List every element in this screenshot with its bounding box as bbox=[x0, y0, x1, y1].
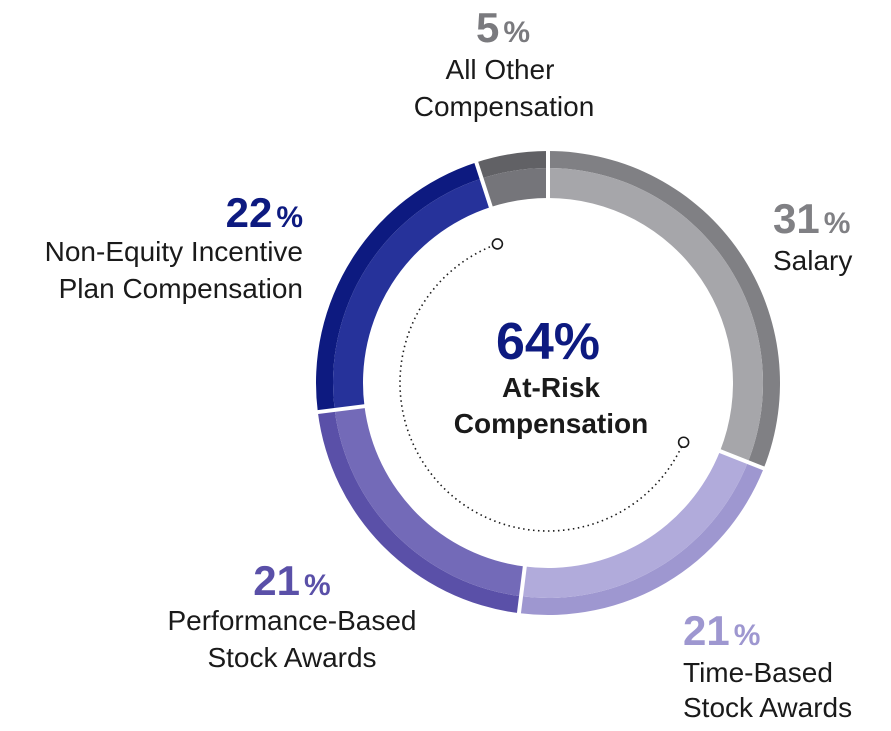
segment-separator bbox=[473, 159, 494, 210]
non-equity-label-line-2: Plan Compensation bbox=[59, 273, 303, 304]
performance-based-pct-number: 21 bbox=[253, 557, 300, 604]
time-based-pct-number: 21 bbox=[683, 607, 730, 654]
all-other-pct-number: 5 bbox=[476, 4, 499, 51]
time-based-pct-symbol: % bbox=[734, 619, 761, 652]
all-other-pct: 5% bbox=[476, 4, 530, 51]
performance-based-pct: 21% bbox=[253, 557, 330, 604]
non-equity-label-group: 22% Non-Equity Incentive Plan Compensati… bbox=[45, 189, 303, 304]
non-equity-label-line-1: Non-Equity Incentive bbox=[45, 236, 303, 267]
salary-label: Salary bbox=[773, 245, 852, 276]
segment-salary-outer bbox=[548, 151, 780, 469]
non-equity-pct-number: 22 bbox=[226, 189, 273, 236]
all-other-pct-symbol: % bbox=[503, 16, 530, 49]
non-equity-pct-symbol: % bbox=[276, 201, 303, 234]
segment-performance-based-stock-awards-outer bbox=[317, 409, 522, 614]
segment-separator bbox=[516, 564, 528, 616]
performance-based-label-line-2: Stock Awards bbox=[207, 642, 376, 673]
center-label-line-2: Compensation bbox=[454, 408, 648, 439]
segment-performance-based-stock-awards-inner bbox=[334, 406, 525, 597]
segment-salary-inner bbox=[548, 168, 763, 463]
segment-all-other-compensation-inner bbox=[481, 168, 548, 208]
performance-based-pct-symbol: % bbox=[304, 569, 331, 602]
performance-based-label-group: 21% Performance-Based Stock Awards bbox=[167, 557, 416, 673]
salary-pct-symbol: % bbox=[824, 207, 851, 240]
at-risk-arc-endpoint-end bbox=[491, 238, 504, 250]
all-other-label-line-1: All Other bbox=[446, 54, 555, 85]
donut-segments bbox=[315, 149, 780, 616]
segment-non-equity-incentive-plan-compensation-outer bbox=[316, 162, 482, 413]
all-other-label-group: 5% All Other Compensation bbox=[414, 4, 595, 122]
segment-separator bbox=[315, 403, 367, 415]
time-based-label-line-2: Stock Awards bbox=[683, 692, 852, 723]
salary-label-group: 31% Salary bbox=[773, 195, 852, 276]
performance-based-label-line-1: Performance-Based bbox=[167, 605, 416, 636]
segment-all-other-compensation-outer bbox=[476, 151, 548, 179]
center-label-line-1: At-Risk bbox=[502, 372, 600, 403]
salary-pct: 31% bbox=[773, 195, 850, 242]
all-other-label-line-2: Compensation bbox=[414, 91, 595, 122]
time-based-label-line-1: Time-Based bbox=[683, 657, 833, 688]
segment-time-based-stock-awards-inner bbox=[521, 451, 748, 598]
center-percentage: 64% bbox=[496, 313, 600, 371]
segment-time-based-stock-awards-outer bbox=[518, 462, 764, 615]
salary-pct-number: 31 bbox=[773, 195, 820, 242]
at-risk-arc-endpoint-start bbox=[677, 436, 690, 449]
non-equity-pct: 22% bbox=[226, 189, 303, 236]
segment-non-equity-incentive-plan-compensation-inner bbox=[332, 178, 491, 410]
time-based-label-group: 21% Time-Based Stock Awards bbox=[683, 607, 852, 723]
time-based-pct: 21% bbox=[683, 607, 760, 654]
at-risk-dotted-arc bbox=[399, 243, 685, 532]
segment-separator bbox=[717, 448, 767, 472]
